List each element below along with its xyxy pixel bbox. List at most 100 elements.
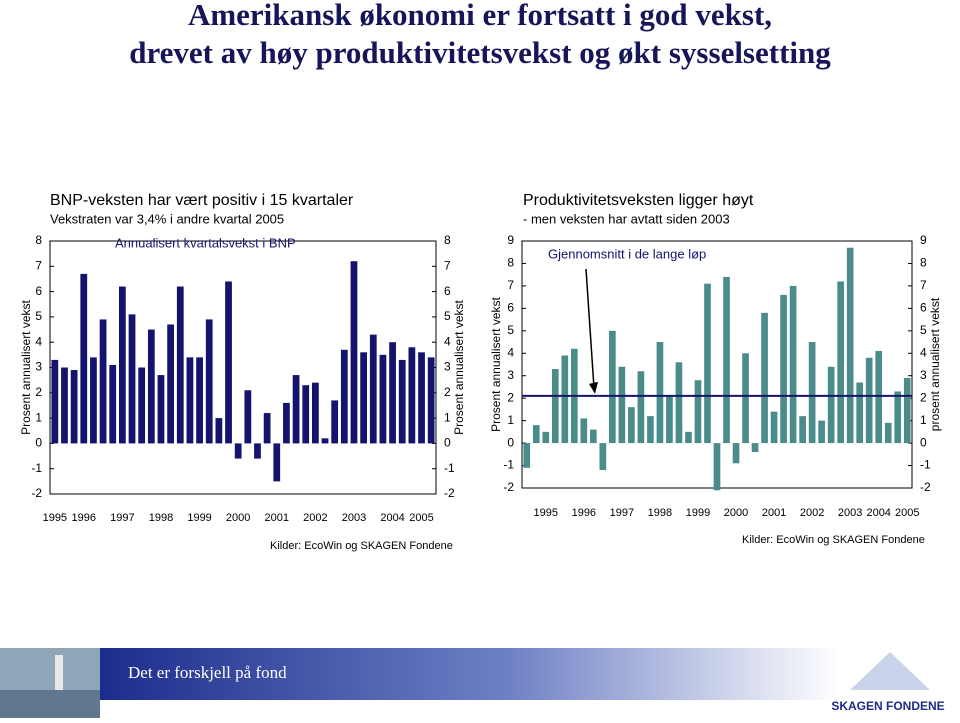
annotation: Annualisert kvartalsvekst i BNP xyxy=(115,235,296,250)
x-tick-label: 1998 xyxy=(648,507,672,519)
bar xyxy=(302,385,310,444)
bar xyxy=(751,443,759,453)
footer-text: Det er forskjell på fond xyxy=(128,663,287,682)
bar xyxy=(827,366,835,444)
bar xyxy=(532,425,540,444)
y-tick-label: 6 xyxy=(35,284,42,298)
bar xyxy=(666,395,673,444)
x-tick-label: 2001 xyxy=(762,507,786,519)
y-tick-label: -2 xyxy=(503,480,514,494)
y-tick-label: 8 xyxy=(507,256,514,270)
y2-tick-label: -2 xyxy=(920,480,931,494)
x-tick-label: 2005 xyxy=(409,512,433,524)
bar xyxy=(398,359,406,444)
x-tick-label: 1996 xyxy=(572,507,596,519)
bar xyxy=(875,351,883,444)
y-tick-label: 3 xyxy=(35,360,42,374)
bar xyxy=(70,370,78,444)
y-tick-label: 5 xyxy=(507,323,514,337)
x-tick-label: 2000 xyxy=(724,507,748,519)
y2-tick-label: 1 xyxy=(444,410,451,424)
bar xyxy=(109,364,117,444)
x-tick-label: 2003 xyxy=(838,507,862,519)
arrow-head xyxy=(589,381,598,394)
annotation-arrow xyxy=(585,268,595,388)
y2-tick-label: -2 xyxy=(444,486,455,500)
bar xyxy=(609,330,616,444)
bar xyxy=(723,276,730,444)
bar xyxy=(761,312,768,444)
bar xyxy=(244,390,252,444)
y-tick-label: 8 xyxy=(35,233,42,247)
bar xyxy=(254,443,261,459)
bar xyxy=(205,319,213,444)
lighthouse xyxy=(55,655,63,690)
x-tick-label: 1995 xyxy=(43,512,67,524)
y-tick-label: 1 xyxy=(35,410,42,424)
bar xyxy=(427,357,435,444)
bar xyxy=(157,375,165,444)
y2-tick-label: 8 xyxy=(444,233,451,247)
bar xyxy=(340,349,348,444)
y2-tick-label: 6 xyxy=(920,301,927,315)
y2-tick-label: 8 xyxy=(920,256,927,270)
bar xyxy=(837,281,844,444)
bar xyxy=(694,380,702,444)
bar xyxy=(523,443,531,468)
bar xyxy=(80,273,88,444)
bar xyxy=(732,443,740,464)
y-tick-label: -1 xyxy=(31,461,42,475)
bar xyxy=(321,438,329,444)
y-tick-label: -2 xyxy=(31,486,42,500)
bar xyxy=(856,382,864,444)
bar xyxy=(580,418,588,444)
bar xyxy=(418,352,425,444)
chart-title: BNP-veksten har vært positiv i 15 kvarta… xyxy=(50,192,354,209)
bar xyxy=(360,352,368,444)
y2-tick-label: 4 xyxy=(920,345,927,359)
y2-tick-label: 5 xyxy=(444,309,451,323)
y2-tick-label: -1 xyxy=(444,461,455,475)
y2-tick-label: 3 xyxy=(920,368,927,382)
y2-tick-label: 6 xyxy=(444,284,451,298)
y2-tick-label: 0 xyxy=(444,436,451,450)
y2-tick-label: 5 xyxy=(920,323,927,337)
x-tick-label: 1998 xyxy=(149,512,173,524)
bar xyxy=(770,411,778,444)
y-tick-label: 7 xyxy=(507,278,514,292)
bar xyxy=(780,294,787,444)
y-tick-label: 0 xyxy=(507,435,514,449)
bar xyxy=(551,368,559,444)
x-tick-label: 1996 xyxy=(72,512,96,524)
x-tick-label: 2001 xyxy=(265,512,289,524)
y2-tick-label: 4 xyxy=(444,334,451,348)
bar xyxy=(61,367,68,444)
bar xyxy=(408,347,416,444)
reference-label: Gjennomsnitt i de lange løp xyxy=(548,246,706,261)
bar xyxy=(599,443,607,471)
x-tick-label: 2004 xyxy=(380,512,404,524)
chart-title: Produktivitetsveksten ligger høyt xyxy=(523,192,754,209)
bar xyxy=(118,286,126,444)
x-tick-label: 1999 xyxy=(187,512,211,524)
y2-axis-label: Prosent annualisert vekst xyxy=(452,299,466,434)
x-tick-label: 2004 xyxy=(866,507,890,519)
bar xyxy=(99,319,107,444)
y2-axis-label: prosent annualisert vekst xyxy=(928,297,942,431)
y2-tick-label: 9 xyxy=(920,233,927,247)
bar xyxy=(147,329,155,444)
bar xyxy=(675,362,683,444)
bar xyxy=(637,371,645,444)
y2-tick-label: 2 xyxy=(920,390,927,404)
bar xyxy=(283,402,290,444)
plot-frame xyxy=(49,240,437,495)
bar xyxy=(167,324,175,444)
chart-subtitle: Vekstraten var 3,4% i andre kvartal 2005 xyxy=(50,211,284,226)
y-tick-label: 6 xyxy=(507,301,514,315)
y-tick-label: 1 xyxy=(507,413,514,427)
bar xyxy=(51,359,59,444)
x-tick-label: 2000 xyxy=(226,512,250,524)
y-tick-label: 2 xyxy=(507,390,514,404)
bar xyxy=(884,422,892,444)
bar xyxy=(350,261,358,444)
